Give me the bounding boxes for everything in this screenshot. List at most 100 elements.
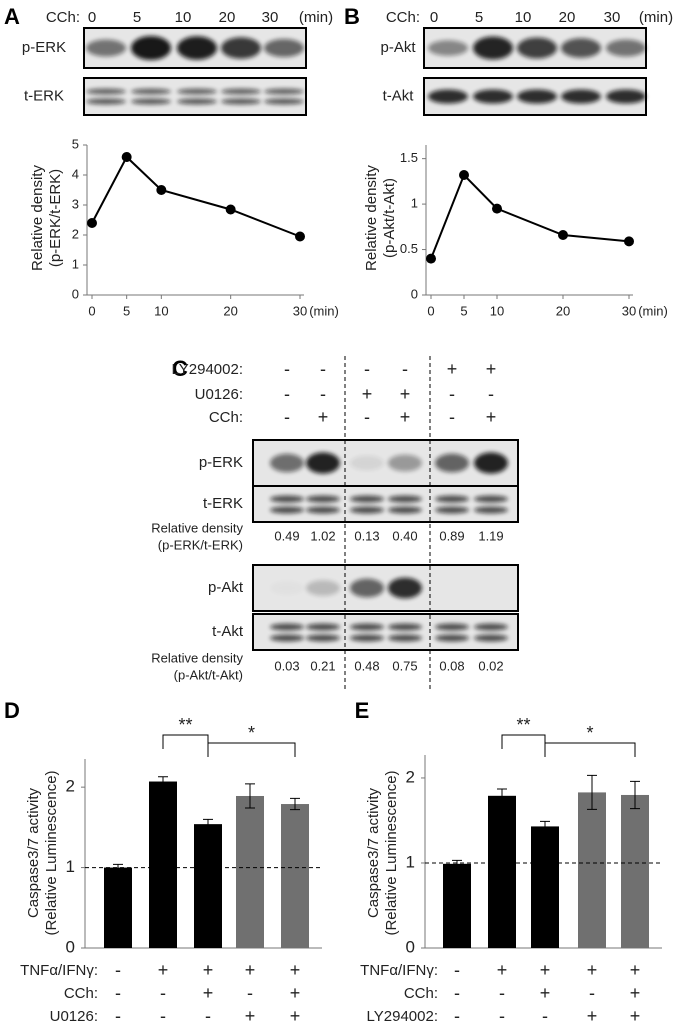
y-tick-label: 0.5 [400, 241, 418, 256]
blot-band [388, 506, 422, 514]
blot-band [177, 36, 217, 60]
condition-sign: - [160, 983, 166, 1003]
treatment-sign: - [284, 359, 290, 379]
y-tick-label: 2 [72, 226, 79, 241]
bar [578, 792, 606, 948]
blot-background [253, 565, 518, 611]
treatment-sign: - [488, 384, 494, 404]
lane-label: 30 [262, 9, 279, 26]
treatment-sign: - [364, 359, 370, 379]
blot-band [474, 495, 508, 503]
error-bar [630, 780, 640, 810]
significance-label: ** [516, 715, 530, 735]
treatment-sign: - [449, 407, 455, 427]
condition-sign: - [160, 1006, 166, 1026]
y-tick-label: 1.5 [400, 150, 418, 165]
blot-band [270, 506, 304, 514]
lane-label: 10 [515, 9, 532, 26]
significance-label: ** [178, 715, 192, 735]
blot-band [474, 634, 508, 642]
bar [531, 826, 559, 948]
condition-label: CCh: [64, 985, 98, 1002]
y-label: (p-Akt/t-Akt) [381, 178, 398, 258]
blot-frame [423, 27, 647, 69]
density-label: (p-ERK/t-ERK) [158, 537, 243, 552]
blot-band [131, 88, 171, 95]
blot-band [435, 495, 469, 503]
condition-sign: - [115, 983, 121, 1003]
panel-label: C [172, 356, 188, 381]
bar [443, 863, 471, 948]
blot-band [86, 88, 126, 95]
lane-label: 5 [475, 9, 483, 26]
condition-sign: + [158, 960, 169, 980]
blot-band [388, 577, 422, 599]
blot-band [86, 39, 126, 57]
panel-label: E [355, 698, 370, 723]
blot-frame [252, 485, 519, 523]
x-tick-label: 20 [223, 303, 237, 318]
lane-label: 20 [559, 9, 576, 26]
bar [488, 795, 516, 948]
blot-band [270, 623, 304, 631]
density-value: 0.75 [392, 658, 417, 673]
density-value: 0.08 [439, 658, 464, 673]
y-label: (Relative Luminescence) [43, 770, 60, 935]
blot-band [561, 38, 601, 58]
blot-band [435, 506, 469, 514]
x-unit: (min) [638, 303, 668, 318]
data-point [295, 231, 305, 242]
data-point [121, 152, 132, 162]
condition-sign: + [587, 1006, 598, 1026]
treatment-sign: + [400, 384, 411, 404]
blot-band [306, 506, 340, 514]
condition-sign: + [630, 960, 641, 980]
significance-label: * [248, 723, 255, 743]
condition-sign: + [290, 1006, 301, 1026]
bar [236, 795, 264, 948]
blot-band [428, 89, 468, 104]
blot-band [306, 634, 340, 642]
blot-frame [423, 77, 647, 116]
x-tick-label: 30 [293, 303, 307, 318]
bar [149, 781, 177, 948]
blot-band [350, 455, 384, 471]
density-value: 0.21 [310, 658, 335, 673]
blot-band [435, 623, 469, 631]
bar [194, 824, 222, 948]
panel-label: A [4, 4, 20, 29]
x-tick-label: 5 [123, 303, 130, 318]
lane-label: 30 [604, 9, 621, 26]
x-tick-label: 20 [556, 303, 570, 318]
y-label: Relative density [363, 165, 380, 271]
condition-sign: - [542, 1006, 548, 1026]
blot-band [561, 89, 601, 104]
y-tick-label: 0 [406, 937, 415, 956]
blot-band [388, 454, 422, 472]
blot-frame [252, 613, 519, 651]
treatment-sign: - [320, 384, 326, 404]
blot-band [350, 578, 384, 598]
significance-bracket [544, 742, 636, 757]
blot-band [221, 37, 261, 59]
condition-label: U0126: [50, 1008, 98, 1025]
blot-band [270, 453, 304, 473]
data-point [459, 170, 469, 180]
lane-label: 5 [133, 9, 141, 26]
condition-sign: + [245, 1006, 256, 1026]
condition-sign: - [115, 960, 121, 980]
density-label: (p-Akt/t-Akt) [174, 667, 243, 682]
condition-sign: - [205, 1006, 211, 1026]
condition-label: CCh: [404, 985, 438, 1002]
y-label: Relative density [29, 165, 46, 271]
x-tick-label: 10 [490, 303, 504, 318]
data-point [558, 230, 568, 240]
blot-band [306, 623, 340, 631]
condition-sign: - [454, 960, 460, 980]
blot-band [388, 495, 422, 503]
blot-background [84, 78, 306, 115]
condition-label: LY294002: [367, 1008, 438, 1025]
treatment-sign: + [447, 359, 458, 379]
treatment-sign: - [449, 384, 455, 404]
condition-sign: - [499, 1006, 505, 1026]
